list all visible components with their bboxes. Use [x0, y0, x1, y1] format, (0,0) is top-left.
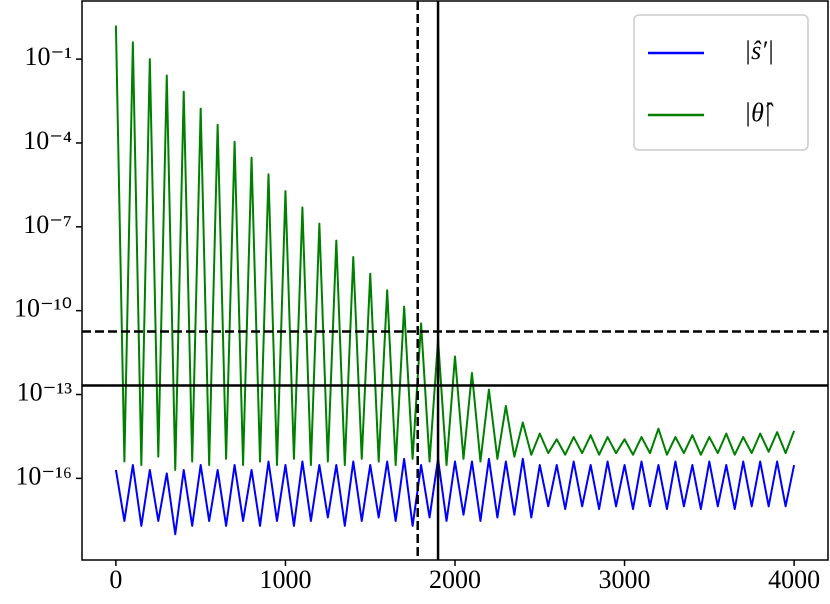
series-line — [114, 25, 796, 471]
y-tick-label: 10⁻⁴ — [23, 126, 72, 155]
legend-box — [633, 14, 809, 151]
x-tick-label: 4000 — [768, 565, 820, 594]
legend-label: |θ̂| — [744, 98, 774, 127]
y-tick-label: 10⁻¹⁰ — [14, 294, 72, 323]
series-line — [114, 457, 796, 536]
y-tick-label: 10⁻¹³ — [17, 377, 73, 406]
x-tick-label: 3000 — [599, 565, 651, 594]
x-tick-label: 2000 — [429, 565, 481, 594]
x-tick-label: 0 — [109, 565, 122, 594]
y-tick-label: 10⁻¹⁶ — [15, 461, 72, 490]
y-tick-label: 10⁻¹ — [24, 42, 72, 71]
y-tick-label: 10⁻⁷ — [23, 210, 72, 239]
legend-label: |ŝ′| — [744, 36, 774, 65]
x-tick-label: 1000 — [259, 565, 311, 594]
